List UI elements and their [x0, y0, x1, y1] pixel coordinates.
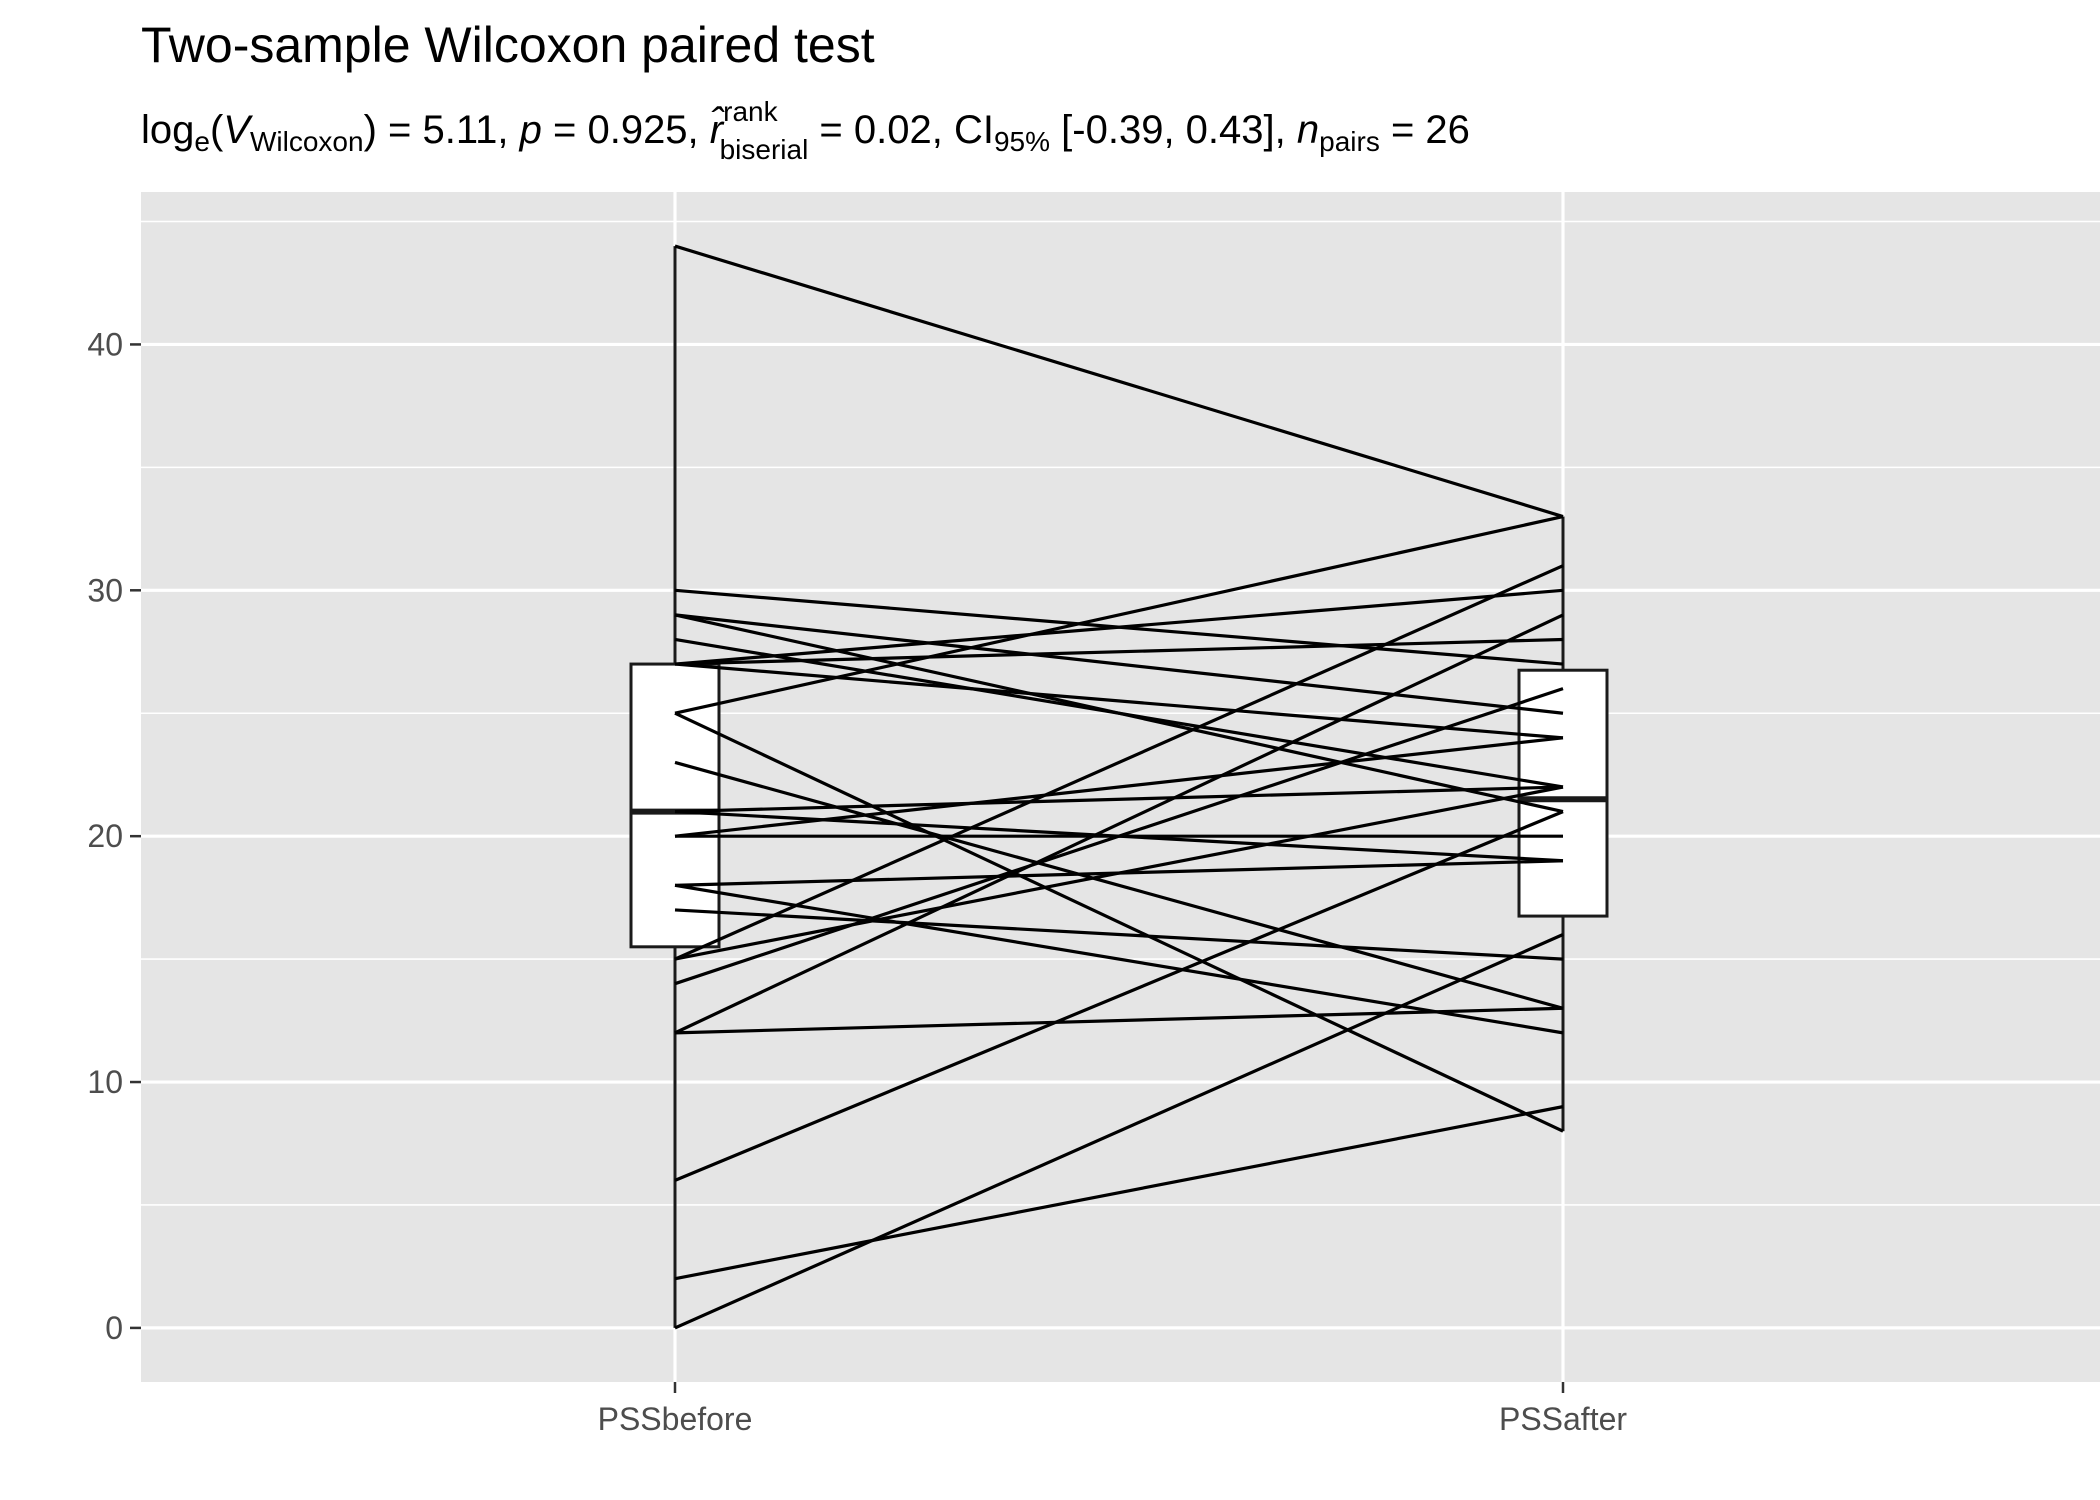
- pair-line: [674, 244, 1564, 519]
- pair-line: [674, 687, 1564, 986]
- box: [629, 662, 721, 949]
- pair-line: [674, 810, 1564, 1182]
- pair-line: [674, 760, 1564, 1010]
- x-tick-label: PSSbefore: [598, 1401, 753, 1437]
- paired-lines: [674, 244, 1564, 1330]
- y-tick-label: 0: [105, 1310, 123, 1346]
- pair-line: [674, 883, 1564, 1035]
- axes: 0 10 20 30 40 PSSbefore PSSafter: [87, 326, 1627, 1437]
- pair-line: [674, 613, 1564, 715]
- pair-line: [674, 711, 1564, 1133]
- pair-line: [674, 1006, 1564, 1035]
- box-plots: [629, 246, 1609, 1328]
- y-tick-label: 20: [87, 818, 123, 854]
- pair-line: [674, 785, 1564, 961]
- chart-title: Two-sample Wilcoxon paired test: [141, 17, 875, 73]
- pair-line: [674, 1105, 1564, 1281]
- x-tick-label: PSSafter: [1499, 1401, 1627, 1437]
- y-tick-label: 30: [87, 572, 123, 608]
- pair-line: [674, 564, 1564, 961]
- y-tick-label: 40: [87, 326, 123, 362]
- y-tick-label: 10: [87, 1064, 123, 1100]
- pair-line: [674, 613, 1564, 1035]
- pair-line: [674, 785, 1564, 814]
- pair-line: [674, 514, 1564, 715]
- pair-line: [674, 637, 1564, 789]
- chart-subtitle: loge(VWilcoxon) = 5.11, p = 0.925, r̂ran…: [141, 96, 1470, 165]
- pair-line: [674, 588, 1564, 666]
- pair-line: [674, 637, 1564, 666]
- pair-line: [674, 736, 1564, 838]
- pair-line: [674, 662, 1564, 740]
- pair-line: [674, 933, 1564, 1330]
- pair-line: [674, 908, 1564, 961]
